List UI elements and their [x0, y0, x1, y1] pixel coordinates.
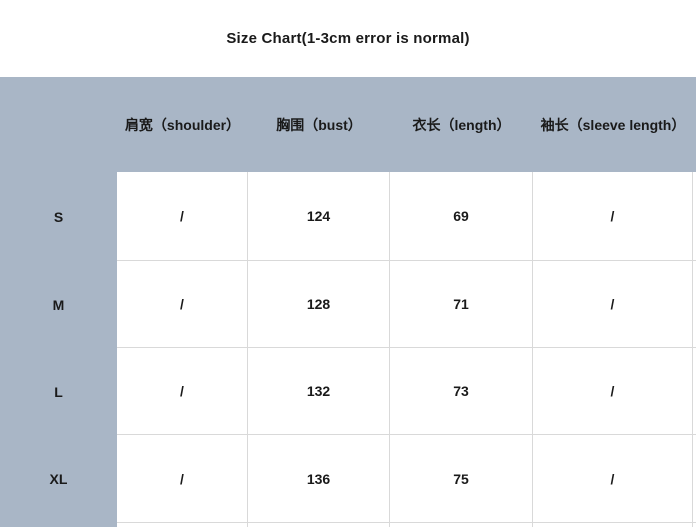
table-cell: 124	[248, 172, 390, 261]
table-cell-cropped	[693, 435, 696, 523]
row-label-m: M	[52, 296, 65, 313]
table-cell: /	[533, 172, 693, 261]
table-cell: 75	[390, 435, 533, 523]
table-cell-cropped	[533, 523, 693, 527]
table-cell-cropped	[693, 172, 696, 261]
table-cell: /	[117, 261, 248, 348]
table-cell: 71	[390, 261, 533, 348]
size-table-grid: / 124 69 / / 128 71 / / 132 73 / / 136 7…	[117, 172, 696, 527]
row-label-s: S	[53, 208, 64, 225]
table-cell: 136	[248, 435, 390, 523]
table-cell: 73	[390, 348, 533, 435]
table-cell-cropped	[693, 523, 696, 527]
table-cell-cropped	[117, 523, 248, 527]
table-cell: /	[117, 348, 248, 435]
table-cell-cropped	[390, 523, 533, 527]
table-cell: /	[117, 172, 248, 261]
table-cell-cropped	[693, 261, 696, 348]
column-header-length: 衣长（length）	[412, 116, 511, 133]
table-cell: /	[533, 261, 693, 348]
table-cell: /	[533, 435, 693, 523]
row-label-l: L	[54, 383, 63, 400]
table-cell-cropped	[248, 523, 390, 527]
row-label-xl: XL	[49, 471, 68, 487]
column-header-shoulder: 肩宽（shoulder）	[124, 116, 241, 133]
title-band: Size Chart(1-3cm error is normal)	[0, 0, 696, 77]
table-cell: 69	[390, 172, 533, 261]
size-label-column: S M L XL	[0, 172, 117, 527]
column-header-bust: 胸围（bust）	[276, 116, 362, 133]
table-cell: /	[117, 435, 248, 523]
table-cell: /	[533, 348, 693, 435]
size-chart-title: Size Chart(1-3cm error is normal)	[226, 30, 470, 47]
table-cell: 128	[248, 261, 390, 348]
column-header-sleeve-length: 袖长（sleeve length）	[540, 116, 686, 133]
table-cell-cropped	[693, 348, 696, 435]
table-cell: 132	[248, 348, 390, 435]
